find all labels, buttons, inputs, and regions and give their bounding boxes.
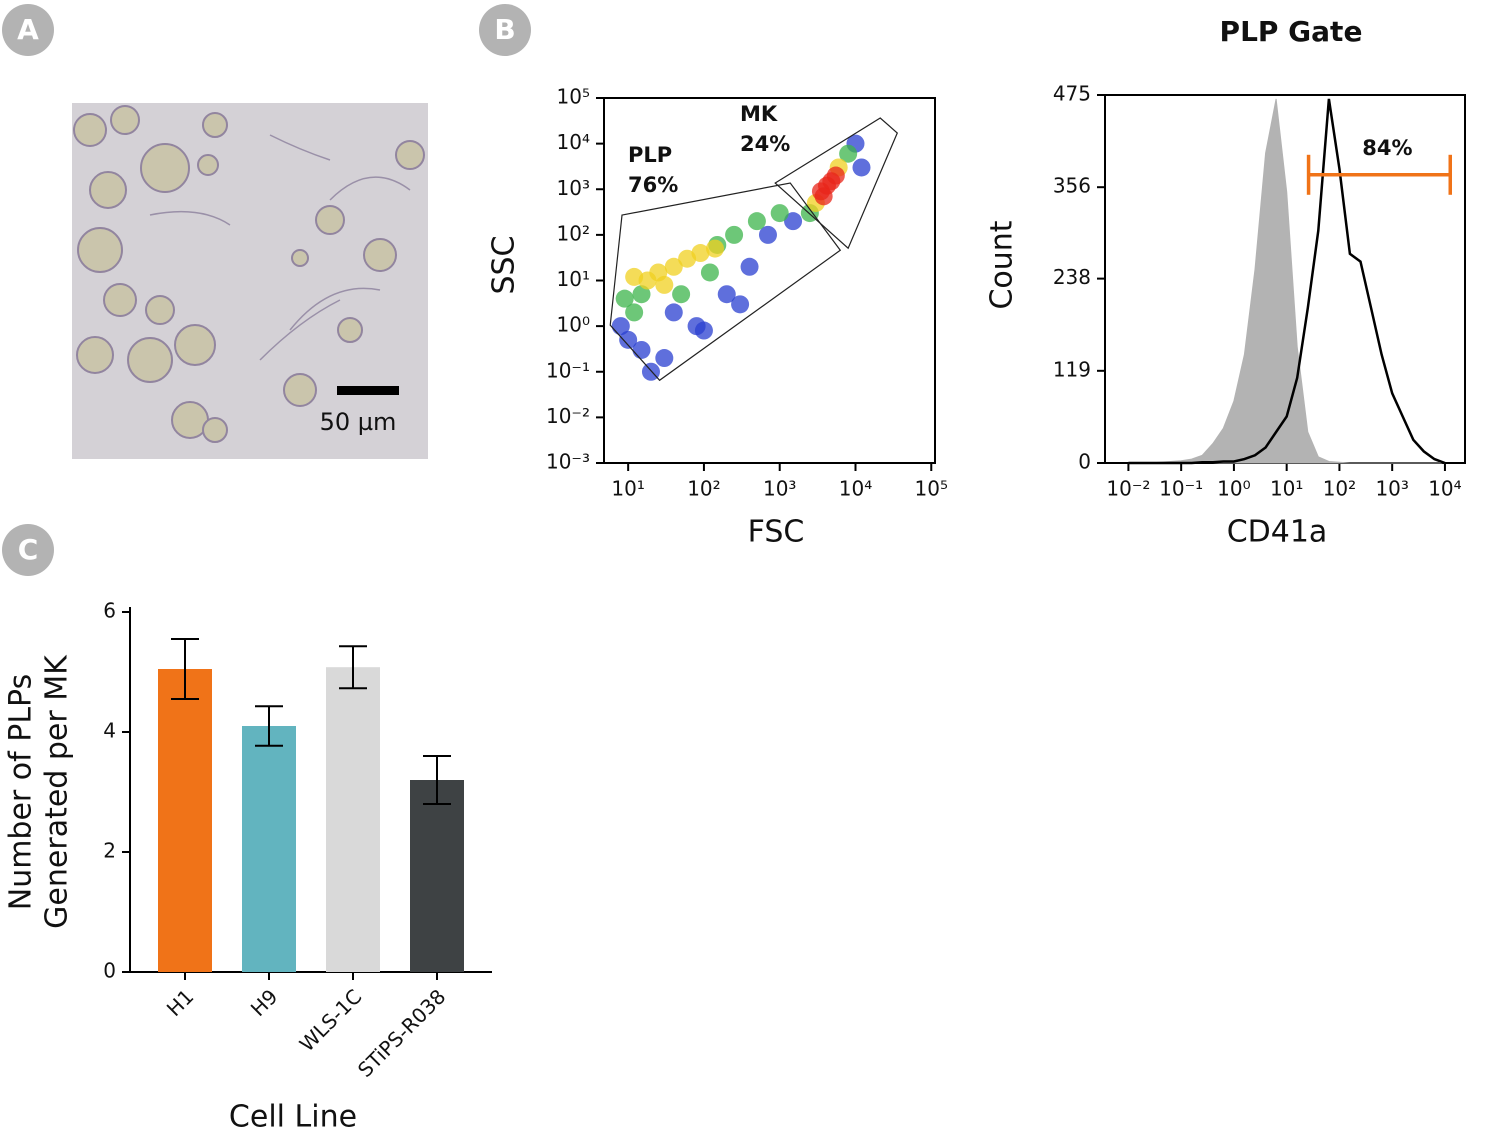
- y-tick-label: 10⁰: [557, 313, 590, 337]
- gate-percent: 24%: [740, 132, 790, 156]
- bar: [326, 667, 380, 972]
- point: [826, 166, 845, 185]
- point: [625, 303, 644, 322]
- bar: [158, 669, 212, 972]
- x-tick-label: H9: [246, 984, 283, 1021]
- x-tick-label: 10¹: [1270, 477, 1303, 501]
- point: [625, 267, 644, 286]
- x-tick-label: 10⁰: [1217, 477, 1250, 501]
- point: [740, 257, 759, 276]
- x-tick-label: WLS-1C: [295, 984, 367, 1056]
- y-tick-label: 6: [103, 599, 116, 623]
- y-tick-label: 0: [1078, 450, 1091, 474]
- x-tick-label: 10²: [1323, 477, 1356, 501]
- point: [615, 289, 634, 308]
- y-axis-label: SSC: [487, 235, 522, 294]
- x-tick-label: 10⁴: [1428, 477, 1461, 501]
- point: [852, 158, 871, 177]
- point: [747, 212, 766, 231]
- y-tick-label: 4: [103, 719, 116, 743]
- bar: [242, 726, 296, 972]
- point: [632, 285, 651, 304]
- x-axis-label: Cell Line: [229, 1100, 357, 1135]
- x-tick-label: 10⁻²: [1106, 477, 1150, 501]
- point: [619, 330, 638, 349]
- panel-badge: [2, 524, 54, 576]
- point: [717, 285, 736, 304]
- x-tick-label: 10³: [1375, 477, 1408, 501]
- y-axis-label: Generated per MK: [40, 654, 75, 929]
- y-tick-label: 10¹: [557, 267, 590, 291]
- x-tick-label: 10³: [763, 477, 796, 501]
- y-tick-label: 10⁴: [557, 130, 590, 154]
- panel-letter: A: [17, 13, 39, 46]
- point: [700, 263, 719, 282]
- gate: [609, 182, 842, 382]
- y-tick-label: 10³: [557, 176, 590, 200]
- point: [814, 187, 833, 206]
- y-tick-label: 119: [1053, 357, 1091, 381]
- gate: [774, 117, 899, 250]
- x-tick-label: 10⁴: [839, 477, 872, 501]
- point: [770, 204, 789, 223]
- y-tick-label: 10⁵: [557, 85, 590, 109]
- x-axis-label: CD41a: [1227, 515, 1328, 550]
- y-tick-label: 10⁻²: [546, 404, 590, 428]
- x-tick-label: STiPS-R038: [353, 984, 451, 1082]
- point: [691, 244, 710, 263]
- point: [784, 212, 803, 231]
- point: [655, 349, 674, 368]
- micrograph: 50 µm: [72, 103, 428, 459]
- panel-badge: [479, 4, 531, 56]
- point: [694, 321, 713, 340]
- panel-letter: B: [494, 13, 515, 46]
- x-axis-label: FSC: [748, 515, 805, 550]
- gate-percent: 84%: [1362, 136, 1412, 160]
- x-tick-label: H1: [162, 984, 199, 1021]
- point: [664, 303, 683, 322]
- y-tick-label: 2: [103, 839, 116, 863]
- y-tick-label: 356: [1053, 174, 1091, 198]
- chart-title: PLP Gate: [1220, 15, 1363, 48]
- point: [611, 317, 630, 336]
- point: [655, 275, 674, 294]
- y-tick-label: 10⁻¹: [546, 358, 590, 382]
- point: [672, 285, 691, 304]
- x-tick-label: 10⁵: [915, 477, 948, 501]
- y-axis-label: Count: [985, 220, 1020, 309]
- x-tick-label: 10¹: [611, 477, 644, 501]
- y-tick-label: 238: [1053, 265, 1091, 289]
- panel-badge: [2, 4, 54, 56]
- point: [632, 340, 651, 359]
- y-tick-label: 0: [103, 959, 116, 983]
- y-axis-label: Number of PLPs: [4, 674, 39, 911]
- y-tick-label: 475: [1053, 82, 1091, 106]
- point: [731, 295, 750, 314]
- point: [664, 257, 683, 276]
- y-tick-label: 10²: [557, 221, 590, 245]
- y-tick-label: 10⁻³: [546, 450, 590, 474]
- line: [1128, 98, 1446, 465]
- point: [758, 225, 777, 244]
- point: [725, 225, 744, 244]
- x-tick-label: 10²: [687, 477, 720, 501]
- point: [839, 144, 858, 163]
- gate-name: MK: [740, 102, 778, 126]
- scale-bar-label: 50 µm: [320, 408, 397, 436]
- x-tick-label: 10⁻¹: [1159, 477, 1203, 501]
- gate-percent: 76%: [628, 173, 678, 197]
- area: [1128, 98, 1445, 464]
- panel-letter: C: [18, 533, 39, 566]
- gate-name: PLP: [628, 143, 672, 167]
- point: [706, 239, 725, 258]
- bar: [410, 780, 464, 972]
